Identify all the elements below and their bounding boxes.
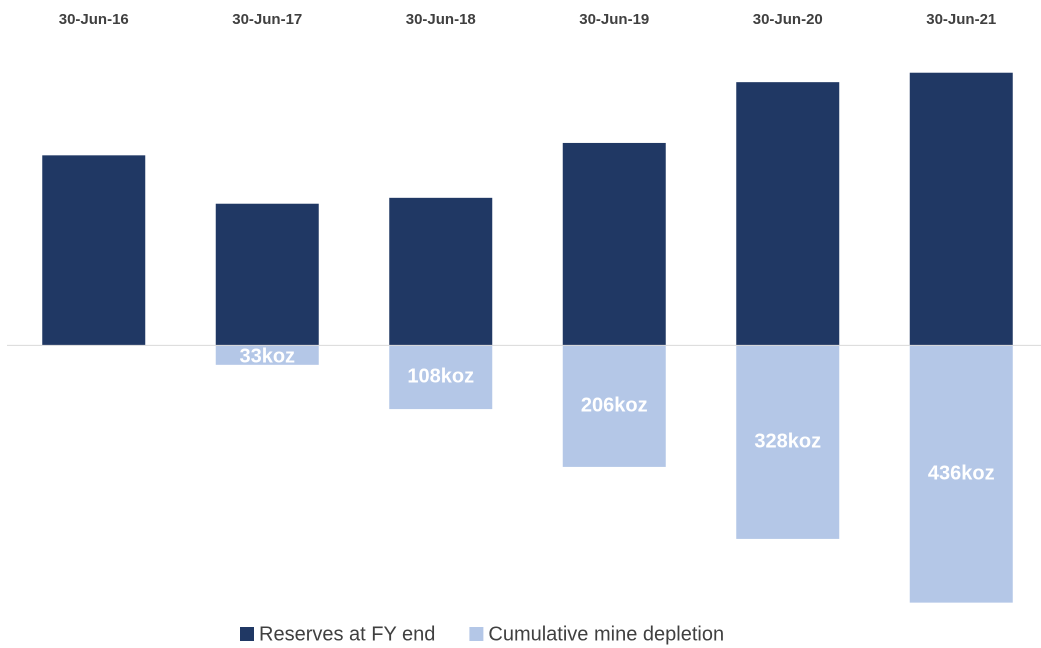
data-label: 206koz [581,394,648,416]
bar [215,203,319,346]
data-label: 328koz [754,430,821,452]
bar [736,345,840,539]
bar [909,345,1013,603]
bar [42,155,146,346]
legend-label: Cumulative mine depletion [488,623,724,645]
data-label: 33koz [239,346,295,368]
bar [736,82,840,346]
bar [215,345,319,365]
legend-label: Reserves at FY end [259,623,435,645]
x-tick-label: 30-Jun-18 [406,11,476,28]
bar [909,72,1013,346]
x-tick-label: 30-Jun-16 [59,11,129,28]
x-tick-label: 30-Jun-20 [753,11,823,28]
x-tick-label: 30-Jun-17 [232,11,302,28]
legend-swatch [240,627,254,641]
data-label: 436koz [928,462,995,484]
bar [562,345,666,467]
bar [389,197,493,346]
x-tick-label: 30-Jun-21 [926,11,996,28]
bar [389,345,493,410]
x-tick-label: 30-Jun-19 [579,11,649,28]
data-label: 108koz [407,365,474,387]
data-label: 322koz [60,346,127,368]
legend-swatch [469,627,484,641]
bar [562,142,666,346]
